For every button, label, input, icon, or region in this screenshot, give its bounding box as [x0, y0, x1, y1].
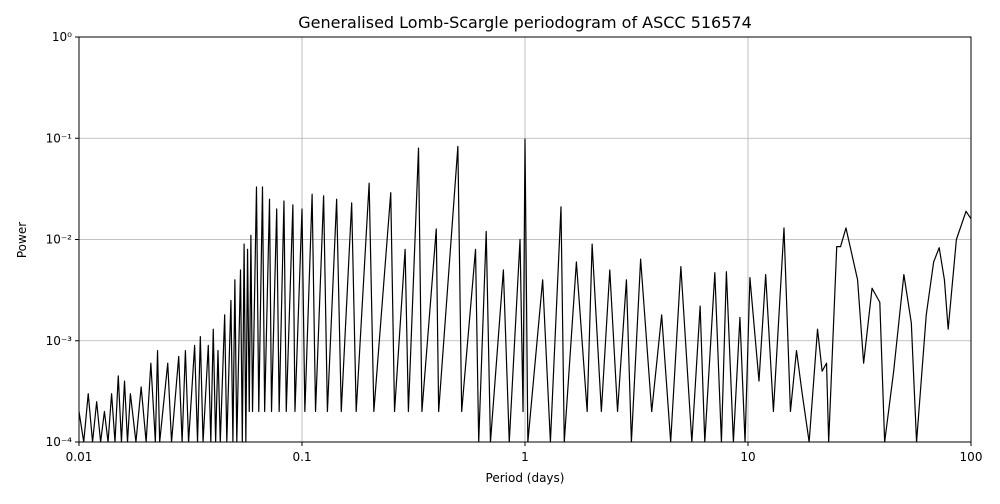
x-tick-label: 100 — [960, 450, 983, 464]
y-axis-label: Power — [15, 222, 29, 258]
x-tick-label: 1 — [521, 450, 529, 464]
y-tick-label: 10⁻¹ — [46, 131, 73, 145]
series-line — [79, 138, 971, 442]
y-tick-label: 10⁰ — [52, 30, 72, 44]
y-tick-label: 10⁻² — [46, 233, 73, 247]
plot-area — [79, 138, 971, 442]
x-tick-label: 0.01 — [66, 450, 93, 464]
chart-title: Generalised Lomb-Scargle periodogram of … — [298, 13, 752, 32]
x-tick-label: 0.1 — [292, 450, 311, 464]
ticks: 0.01 0.1 1 10 100 10⁻⁴ 10⁻³ 10⁻² 10⁻¹ 10⁰ — [46, 30, 983, 464]
y-tick-label: 10⁻⁴ — [46, 435, 73, 449]
x-tick-label: 10 — [740, 450, 755, 464]
y-tick-label: 10⁻³ — [46, 334, 73, 348]
x-axis-label: Period (days) — [486, 471, 565, 485]
